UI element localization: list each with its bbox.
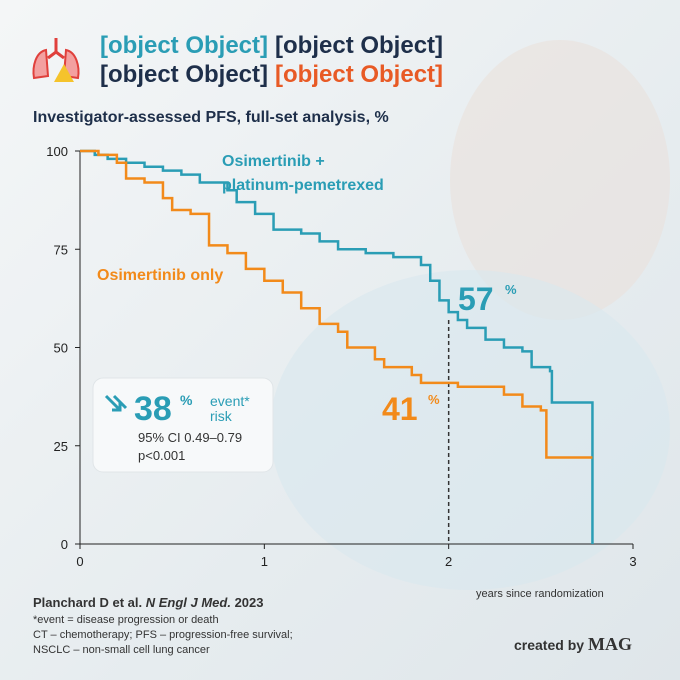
photo-shape xyxy=(450,40,670,320)
source-journal: N Engl J Med. xyxy=(146,595,231,610)
risk-value: 38 xyxy=(134,390,172,428)
risk-label: event* xyxy=(210,393,250,409)
risk-label: risk xyxy=(210,408,233,424)
x-tick-label: 0 xyxy=(76,554,83,569)
subtitle: Investigator-assessed PFS, full-set anal… xyxy=(33,109,389,126)
down-arrow-icon xyxy=(104,394,128,412)
photo-shape xyxy=(270,270,670,590)
x-tick-label: 1 xyxy=(261,554,268,569)
y-tick-label: 0 xyxy=(61,537,68,552)
title-part: [object Object] xyxy=(100,32,268,59)
risk-box-bg xyxy=(92,377,274,473)
title-line-1: [object Object] [object Object] xyxy=(100,32,443,59)
km-curve xyxy=(80,149,594,544)
y-tick-label: 75 xyxy=(54,242,68,257)
risk-box: 38 % event* risk 95% CI 0.49–0.79 p<0.00… xyxy=(92,377,274,473)
source-authors: Planchard D et al. xyxy=(33,595,142,610)
title-line-2: [object Object] [object Object] xyxy=(100,61,443,88)
plot: 0 25 50 75 100 0 1 2 3 Osimertinib + platinum-peme… xyxy=(46,144,636,569)
p-value: p<0.001 xyxy=(138,448,185,463)
risk-percent: % xyxy=(180,392,193,408)
ci: 95% CI 0.49–0.79 xyxy=(138,430,242,445)
source-year: 2023 xyxy=(235,595,264,610)
footnote: NSCLC – non-small cell lung cancer xyxy=(33,644,210,656)
legend-label: Osimertinib + xyxy=(222,153,325,170)
km-curve xyxy=(80,149,593,459)
y-tick-label: 100 xyxy=(46,144,68,159)
annotation-percent: % xyxy=(428,392,440,407)
x-tick-label: 3 xyxy=(629,554,636,569)
credit: created by xyxy=(514,637,584,653)
legend-label: Osimertinib only xyxy=(97,267,223,284)
footnote: CT – chemotherapy; PFS – progression-fre… xyxy=(33,629,293,641)
title-part: [object Object] xyxy=(275,32,443,59)
y-tick-label: 25 xyxy=(54,439,68,454)
annotation: 57 xyxy=(458,281,494,317)
title-part: [object Object] xyxy=(275,61,443,88)
x-axis-label: years since randomization xyxy=(476,588,604,600)
annotation: 41 xyxy=(382,391,418,427)
legend-label: platinum-pemetrexed xyxy=(222,177,384,194)
lung-icon xyxy=(32,38,80,82)
source: Planchard D et al. N Engl J Med. 2023 xyxy=(33,595,264,610)
title-part: [object Object] xyxy=(100,61,268,88)
x-tick-label: 2 xyxy=(445,554,452,569)
y-tick-label: 50 xyxy=(54,341,68,356)
annotation-percent: % xyxy=(505,282,517,297)
footnote: *event = disease progression or death xyxy=(33,614,219,626)
credit-brand: MAG xyxy=(588,634,632,654)
